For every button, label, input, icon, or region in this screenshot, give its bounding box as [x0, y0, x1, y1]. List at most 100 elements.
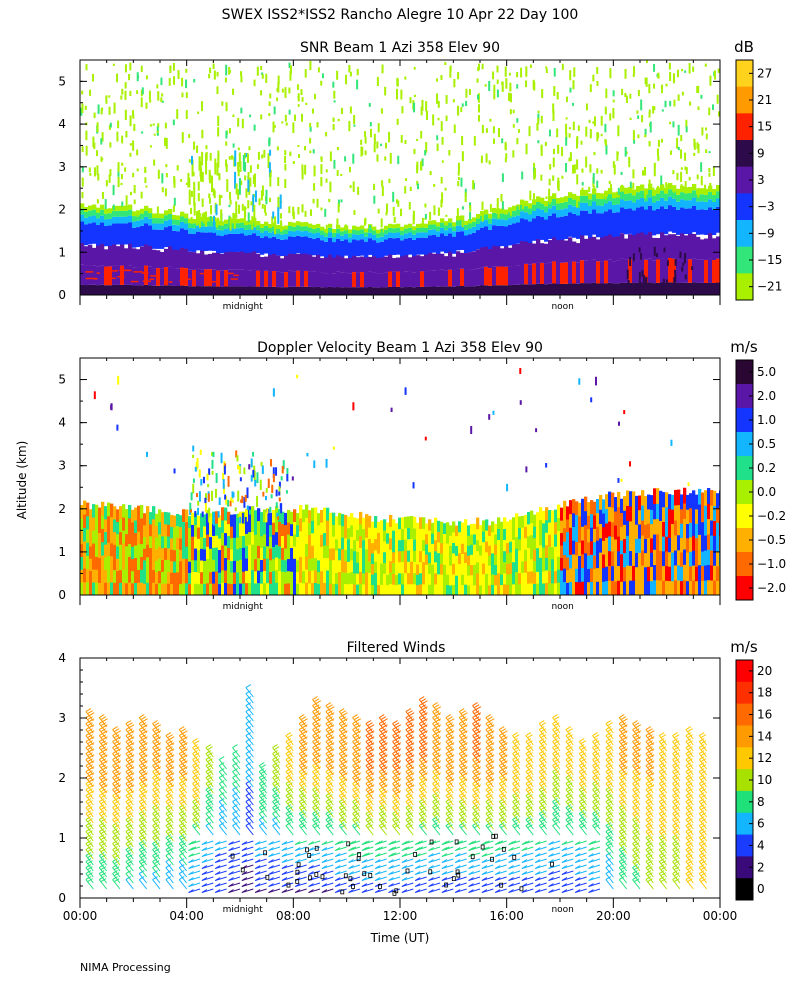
- wind-barb: [205, 807, 214, 818]
- wind-barb: [125, 867, 134, 878]
- wind-barb: [98, 717, 108, 728]
- wind-barb: [485, 717, 494, 728]
- calm-marker: [490, 856, 494, 862]
- wind-barb: [672, 867, 681, 878]
- wind-barb: [658, 771, 668, 782]
- wind-barb: [125, 759, 134, 770]
- wind-barb: [498, 759, 508, 770]
- calm-marker: [368, 872, 373, 878]
- wind-barb: [618, 837, 628, 848]
- wind-barb: [685, 867, 694, 878]
- wind-barb: [445, 783, 454, 794]
- wind-barb: [618, 831, 628, 842]
- wind-barb: [405, 771, 414, 782]
- wind-barb: [192, 789, 201, 800]
- wind-barb: [565, 759, 574, 770]
- wind-barb: [458, 783, 468, 794]
- wind-barb: [178, 789, 188, 800]
- wind-barb: [645, 741, 654, 752]
- wind-barb: [352, 753, 361, 764]
- wind-barb: [138, 837, 148, 848]
- wind-barb: [698, 801, 708, 812]
- wind-barb: [672, 747, 681, 758]
- wind-barb: [378, 825, 388, 836]
- wind-barb: [525, 747, 534, 758]
- wind-barb: [525, 813, 534, 824]
- calm-marker: [550, 861, 554, 867]
- wind-barb: [338, 813, 348, 824]
- wind-barb: [298, 813, 308, 824]
- wind-barb: [85, 735, 94, 746]
- wind-barb: [125, 747, 134, 758]
- wind-barb: [192, 777, 201, 788]
- wind-barb: [592, 735, 601, 746]
- wind-barb: [685, 879, 694, 890]
- wind-barb: [618, 849, 628, 860]
- wind-barb: [165, 843, 174, 854]
- wind-barb: [205, 753, 214, 764]
- colorbar-tick-label: 0.5: [757, 437, 776, 451]
- wind-barb: [258, 825, 268, 836]
- wind-barb: [565, 801, 574, 812]
- wind-barb: [672, 873, 681, 884]
- wind-barb: [178, 759, 188, 770]
- wind-barb: [178, 795, 188, 806]
- wind-barb: [685, 873, 694, 884]
- wind-barb: [245, 699, 254, 710]
- wind-barb: [178, 837, 188, 848]
- wind-barb: [498, 789, 508, 800]
- wind-barb: [405, 777, 414, 788]
- barb-column: [178, 726, 188, 890]
- wind-barb: [472, 825, 481, 836]
- wind-barb: [205, 777, 214, 788]
- wind-barb: [312, 807, 321, 818]
- wind-barb: [685, 735, 694, 746]
- wind-barb: [245, 729, 254, 740]
- wind-barb: [658, 759, 668, 770]
- wind-barb: [192, 747, 201, 758]
- wind-barb: [458, 807, 468, 818]
- wind-barb: [512, 825, 521, 836]
- colorbar-swatch: [736, 856, 753, 879]
- wind-barb: [445, 795, 454, 806]
- wind-barb: [552, 759, 561, 770]
- wind-barb: [378, 741, 388, 752]
- wind-barb: [685, 777, 694, 788]
- wind-barb: [352, 777, 361, 788]
- wind-barb: [632, 789, 641, 800]
- wind-barb: [645, 867, 654, 878]
- colorbar-unit: dB: [734, 38, 754, 56]
- wind-barb: [392, 765, 401, 776]
- x-tick-label: 00:00: [63, 909, 98, 923]
- wind-barb: [285, 825, 294, 836]
- wind-barb: [685, 759, 694, 770]
- wind-barb: [392, 759, 401, 770]
- wind-barb: [365, 759, 374, 770]
- y-tick-label: 3: [58, 711, 66, 725]
- wind-barb: [165, 789, 174, 800]
- barb-column: [605, 720, 614, 890]
- wind-barb: [538, 783, 548, 794]
- wind-barb: [98, 843, 108, 854]
- wind-barb: [578, 777, 588, 788]
- wind-barb: [272, 765, 281, 776]
- wind-barb: [698, 783, 708, 794]
- wind-barb: [165, 837, 174, 848]
- wind-barb: [632, 819, 641, 830]
- wind-barb: [98, 741, 108, 752]
- wind-barb: [685, 795, 694, 806]
- wind-barb: [645, 729, 654, 740]
- wind-barb: [85, 747, 94, 758]
- wind-barb: [218, 789, 228, 800]
- wind-barb: [592, 777, 601, 788]
- wind-barb: [445, 789, 454, 800]
- wind-barb: [658, 789, 668, 800]
- calm-marker: [519, 886, 524, 892]
- wind-barb: [592, 747, 601, 758]
- wind-barb: [272, 795, 281, 806]
- wind-barb: [152, 825, 161, 836]
- y-tick-label: 2: [58, 771, 66, 785]
- wind-barb: [152, 807, 161, 818]
- wind-barb: [605, 795, 614, 806]
- wind-barb: [125, 843, 134, 854]
